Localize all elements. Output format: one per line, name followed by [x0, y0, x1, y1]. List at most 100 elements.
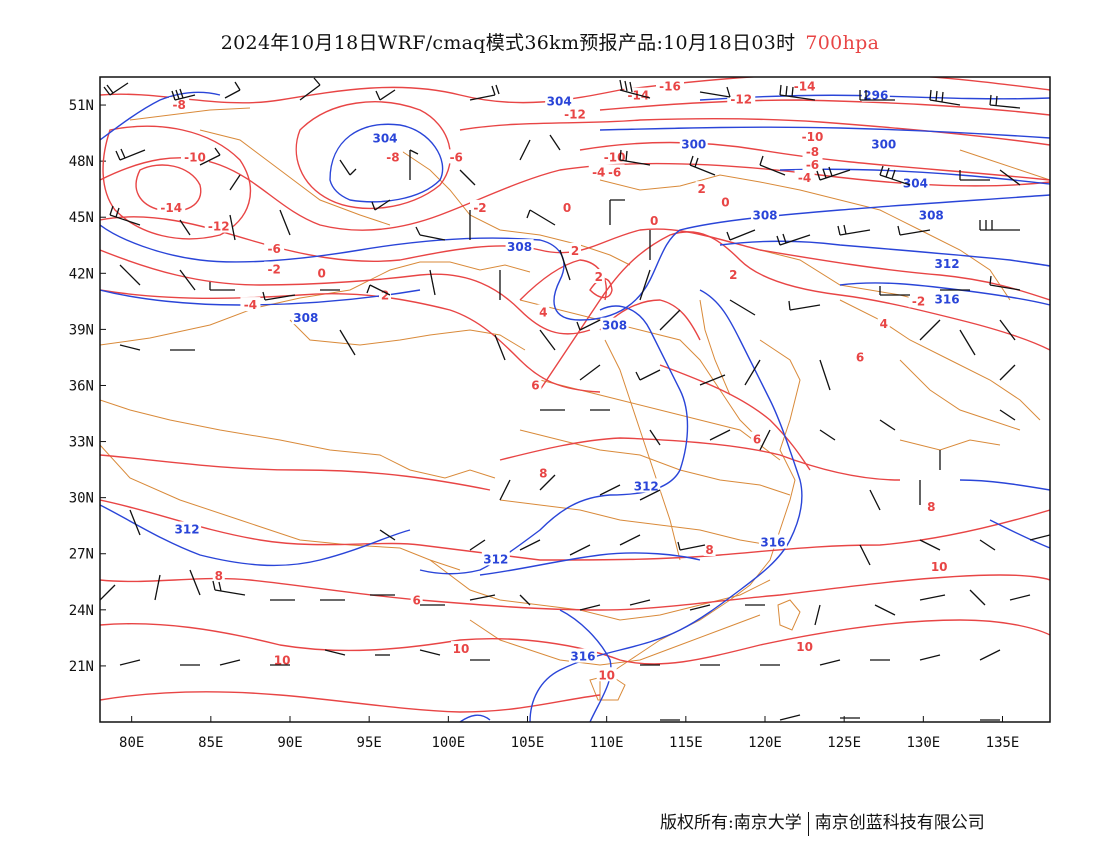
temperature-contours: [100, 77, 1050, 713]
longitude-label: 135E: [986, 735, 1020, 751]
temperature-contour-label: 4: [539, 306, 547, 320]
temperature-contour-label-bg: [315, 265, 328, 280]
temperature-contour-label: -4: [592, 165, 605, 179]
temperature-contour-label: -6: [806, 158, 819, 172]
temperature-contour-label: 8: [705, 543, 713, 557]
temperature-contour-label: -8: [386, 150, 399, 164]
temperature-contour-label-bg: [695, 181, 708, 196]
temperature-contour-label-bg: [382, 149, 403, 164]
temperature-contour-label: 2: [595, 270, 603, 284]
geopotential-height-label-bg: [291, 310, 320, 325]
temperature-contour-labels: -8-10-14-12-6-2 0-4-8 -6-220-12-14-16-10-6…: [157, 78, 950, 682]
longitude-label: 90E: [277, 735, 302, 751]
latitude-label: 27N: [69, 547, 94, 563]
temperature-contour-label: 6: [753, 433, 761, 447]
geopotential-height-label: 300: [681, 137, 706, 151]
temperature-contour-label-bg: [451, 641, 471, 656]
temperature-contour-label-bg: [410, 592, 423, 607]
geopotential-height-label-bg: [917, 207, 946, 222]
temperature-contour-label-bg: [588, 164, 609, 179]
footer-separator: [807, 811, 809, 836]
temperature-contour-label: 10: [931, 560, 948, 574]
geopotential-height-label-bg: [173, 521, 202, 536]
temperature-contour-label-bg: [794, 639, 815, 654]
temperature-contour-label-bg: [727, 91, 756, 106]
geopotential-height-label-bg: [758, 534, 787, 549]
temperature-contour-label-bg: [877, 315, 890, 330]
temperature-contour-label: 6: [856, 350, 864, 364]
longitude-label: 110E: [590, 735, 624, 751]
longitude-label: 130E: [906, 735, 940, 751]
latitude-label: 48N: [69, 154, 94, 170]
geopotential-height-label: 316: [760, 536, 785, 550]
geopotential-height-label-bg: [751, 207, 779, 222]
temperature-contour-label-bg: [264, 261, 285, 276]
geopotential-height-label-bg: [869, 136, 898, 151]
longitude-label: 80E: [119, 735, 144, 751]
temperature-contour-label-bg: [169, 97, 190, 112]
temperature-contour-label-bg: [537, 465, 550, 480]
temperature-contour-label: 10: [453, 642, 470, 656]
temperature-contour-label: -12: [208, 220, 230, 234]
geopotential-height-label-bg: [933, 291, 962, 306]
temperature-contour-label: 0: [650, 214, 658, 228]
geopotential-height-label: 308: [293, 311, 318, 325]
temperature-contour-label: -14: [160, 201, 182, 215]
geopotential-height-label: 304: [372, 132, 397, 146]
temperature-contour-label-bg: [929, 558, 950, 573]
temperature-contour-label: 2: [571, 244, 579, 258]
geopotential-height-label: 312: [935, 257, 960, 271]
temperature-contour-label-bg: [802, 143, 823, 158]
temperature-contour-label-bg: [240, 297, 261, 312]
longitude-axis-labels: 80E 85E 90E 95E 100E 105E 110E 115E 120E 125E 130E…: [119, 716, 1019, 751]
temperature-contour-label: 10: [274, 653, 291, 667]
temperature-contour-label-bg: [181, 149, 209, 164]
temperature-contour-label-bg: [561, 199, 574, 214]
temperature-contour-label: -10: [802, 130, 824, 144]
longitude-label: 105E: [511, 735, 545, 751]
temperature-contour-label-bg: [794, 169, 815, 184]
temperature-contour-label: -14: [627, 89, 649, 103]
temperature-contour-label: -8: [806, 145, 819, 159]
latitude-axis-labels: 51N 48N 45N 42N 39N 36N 33N 30N 27N 24N 21N: [69, 98, 106, 675]
temperature-contour-label-bg: [529, 377, 542, 392]
temperature-contour-label: 8: [539, 466, 547, 480]
geopotential-height-labels: 304 304 300 296 300 304 308 308 308 308 308 312 316 3…: [173, 87, 962, 664]
temperature-contour-label-bg: [561, 106, 589, 121]
footer-credits: 版权所有:南京大学 南京创蓝科技有限公司: [660, 808, 985, 836]
temperature-contour-label-bg: [703, 542, 716, 556]
temperature-contour-label: -2: [912, 294, 925, 308]
temperature-contour-label: -10: [184, 150, 206, 164]
temperature-contour-label-bg: [537, 304, 550, 319]
temperature-contour-label-bg: [264, 241, 285, 255]
temperature-contour-label: -16: [659, 79, 681, 93]
geopotential-height-label: 312: [634, 479, 659, 493]
geopotential-height-label-bg: [632, 478, 661, 493]
temperature-contour-label-bg: [656, 78, 684, 93]
longitude-label: 100E: [431, 735, 465, 751]
temperature-contour-label: -12: [730, 92, 752, 106]
temperature-contour-label: 10: [796, 640, 813, 654]
temperature-contour-label: -8: [172, 98, 185, 112]
temperature-contour-label: -6: [450, 150, 463, 164]
temperature-contour-label-bg: [751, 431, 764, 446]
temperature-contour-label: 8: [927, 500, 935, 514]
latitude-label: 24N: [69, 603, 94, 619]
temperature-contour-label: -4: [798, 171, 811, 185]
latitude-label: 42N: [69, 266, 94, 282]
temperature-contour-label-bg: [925, 499, 938, 513]
temperature-contour-label: -14: [794, 79, 816, 93]
map-plot-area: -8-10-14-12-6-2 0-4-8 -6-220-12-14-16-10-6…: [100, 77, 1050, 722]
latitude-label: 21N: [69, 659, 94, 675]
longitude-label: 125E: [827, 735, 861, 751]
temperature-contour-label: 6: [412, 593, 420, 607]
political-borders: [100, 107, 1050, 701]
temperature-contour-label-bg: [727, 267, 740, 282]
longitude-label: 115E: [669, 735, 703, 751]
temperature-contour-label: 0: [563, 201, 571, 215]
geopotential-height-contours: [100, 91, 1050, 722]
longitude-label: 95E: [357, 735, 382, 751]
latitude-label: 36N: [69, 378, 94, 394]
longitude-label: 85E: [198, 735, 223, 751]
temperature-contour-label-bg: [908, 293, 929, 308]
